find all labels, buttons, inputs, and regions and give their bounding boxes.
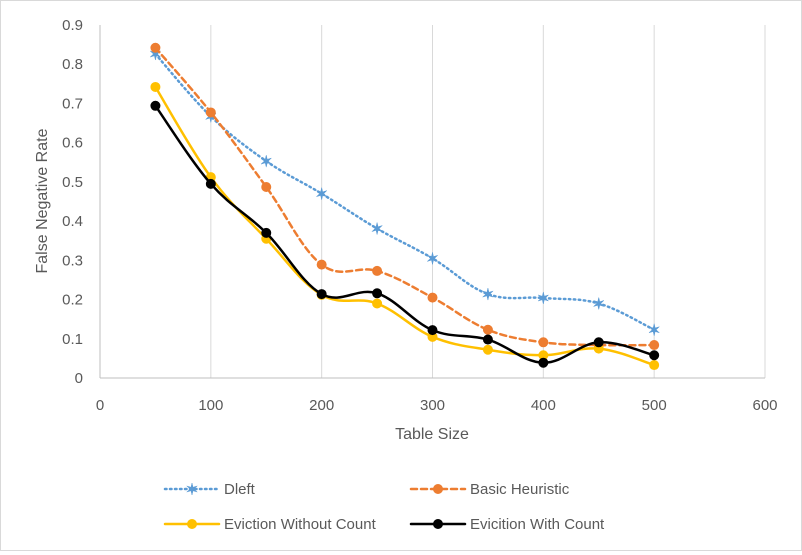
data-point <box>482 324 493 335</box>
legend-marker <box>433 484 443 494</box>
legend-label: Basic Heuristic <box>470 481 570 498</box>
x-tick-label: 400 <box>531 397 556 414</box>
data-point <box>648 323 660 336</box>
data-point <box>316 187 328 200</box>
data-point <box>150 100 161 111</box>
x-tick-label: 300 <box>420 397 445 414</box>
y-tick-label: 0.4 <box>62 213 83 230</box>
legend-item: Dleft <box>163 481 256 498</box>
series-line-3 <box>154 85 656 367</box>
y-tick-label: 0.5 <box>62 174 83 191</box>
data-point <box>316 289 327 300</box>
data-point <box>538 357 549 368</box>
gridlines <box>210 25 766 378</box>
data-point <box>427 252 438 265</box>
y-tick-label: 0.6 <box>62 135 83 152</box>
y-tick-label: 0.9 <box>62 17 83 34</box>
data-point <box>427 292 438 303</box>
x-tick-label: 500 <box>642 397 667 414</box>
data-point <box>316 259 327 270</box>
data-point <box>261 181 272 192</box>
legend-marker <box>433 519 443 529</box>
legend: Dleft Basic Heuristic Eviction Without Cou… <box>163 481 605 533</box>
x-axis-title: Table Size <box>395 426 469 443</box>
data-point <box>649 340 660 351</box>
data-point <box>537 291 549 305</box>
data-point <box>649 360 660 371</box>
data-point <box>593 337 604 348</box>
data-point <box>482 334 493 345</box>
data-point <box>372 265 383 276</box>
data-point <box>593 297 605 310</box>
legend-item: Basic Heuristic <box>409 481 570 498</box>
data-point <box>205 178 216 189</box>
legend-label: Dleft <box>224 481 256 498</box>
legend-marker <box>186 482 198 496</box>
data-point <box>482 344 493 355</box>
series-lines <box>150 42 660 371</box>
legend-label: Evicition With Count <box>470 516 605 533</box>
legend-label: Eviction Without Count <box>224 516 377 533</box>
data-point <box>372 298 383 309</box>
legend-item: Evicition With Count <box>409 516 605 533</box>
y-tick-label: 0.1 <box>62 331 83 348</box>
data-point <box>150 81 161 92</box>
data-point <box>150 47 161 61</box>
data-point <box>371 222 383 235</box>
x-tick-label: 100 <box>198 397 223 414</box>
y-tick-label: 0.7 <box>62 95 83 112</box>
data-point <box>150 42 161 53</box>
data-point <box>649 350 660 361</box>
legend-item: Eviction Without Count <box>163 516 377 533</box>
y-tick-label: 0.2 <box>62 292 83 309</box>
y-tick-label: 0.3 <box>62 252 83 269</box>
y-tick-label: 0 <box>75 370 83 387</box>
x-tick-label: 0 <box>96 397 104 414</box>
x-tick-label: 600 <box>752 397 777 414</box>
series-line-4 <box>154 104 656 364</box>
y-axis-title: False Negative Rate <box>34 128 51 273</box>
data-point <box>261 227 272 238</box>
legend-marker <box>187 519 197 529</box>
data-point <box>260 155 272 168</box>
data-point <box>538 337 549 348</box>
x-tick-label: 200 <box>309 397 334 414</box>
series-line-2 <box>154 46 656 347</box>
data-point <box>205 107 216 118</box>
data-point <box>482 288 494 301</box>
data-point <box>427 325 438 336</box>
data-point <box>372 288 383 299</box>
axes: 0 0.1 0.2 0.3 0.4 0.5 0.6 0.7 0.8 0.9 0 100 200 300 40… <box>62 17 777 414</box>
series-line-1 <box>154 52 656 332</box>
y-tick-label: 0.8 <box>62 56 83 73</box>
